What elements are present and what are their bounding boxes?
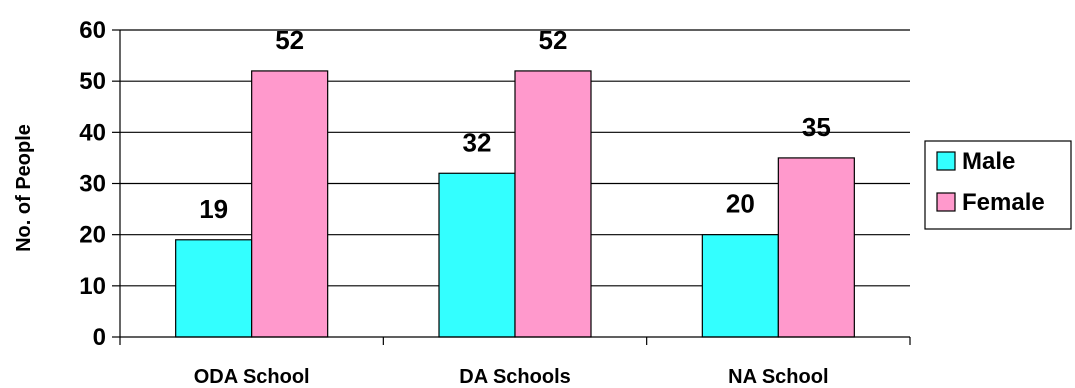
legend-swatch-male	[936, 151, 956, 171]
y-tick-labels: 0 10 20 30 40 50 60	[79, 17, 106, 351]
data-label-male-1: 32	[463, 127, 492, 157]
y-tick-label: 10	[79, 273, 106, 300]
axes	[112, 29, 911, 345]
category-label: DA Schools	[459, 366, 571, 388]
category-labels: ODA School DA Schools NA School	[194, 366, 829, 388]
bar-male-1	[438, 172, 516, 338]
category-label: NA School	[728, 366, 828, 388]
y-tick-label: 20	[79, 222, 106, 249]
y-axis-title: No. of People	[13, 124, 35, 252]
y-tick-label: 0	[93, 324, 106, 351]
category-label: ODA School	[194, 366, 310, 388]
bar-female-1	[514, 70, 592, 338]
data-label-male-2: 20	[726, 189, 755, 219]
legend-label-female: Female	[962, 189, 1045, 216]
data-label-male-0: 19	[199, 194, 228, 224]
y-tick-label: 40	[79, 119, 106, 146]
bar-male-0	[175, 239, 253, 338]
data-label-female-2: 35	[802, 112, 831, 142]
y-tick-label: 60	[79, 17, 106, 44]
bars	[175, 70, 855, 338]
data-label-female-1: 52	[539, 25, 568, 55]
y-tick-label: 30	[79, 171, 106, 198]
legend: Male Female	[924, 140, 1072, 230]
data-labels: 19 52 32 52 20 35	[199, 25, 831, 224]
bar-female-2	[777, 157, 855, 338]
bar-male-2	[701, 234, 779, 338]
y-tick-label: 50	[79, 68, 106, 95]
legend-label-male: Male	[962, 148, 1015, 175]
bar-female-0	[251, 70, 329, 338]
data-label-female-0: 52	[275, 25, 304, 55]
legend-swatch-female	[936, 192, 956, 212]
